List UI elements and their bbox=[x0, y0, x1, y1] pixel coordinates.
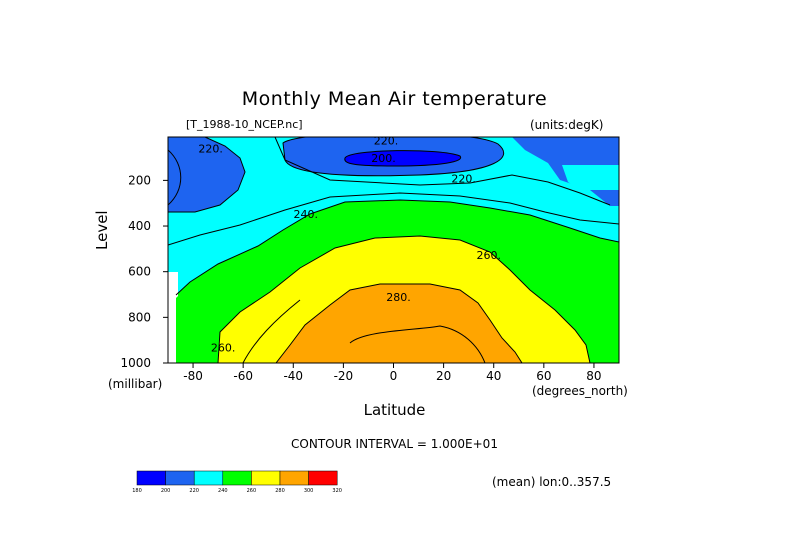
below-ground-mask bbox=[168, 272, 178, 363]
y-axis-ticks: 200 400 600 800 1000 bbox=[120, 173, 168, 370]
x-tick-label: 60 bbox=[536, 369, 551, 383]
colorbar-swatch bbox=[308, 470, 338, 486]
colorbar-swatch bbox=[165, 470, 195, 486]
colorbar-level-label: 300 bbox=[304, 488, 314, 494]
colorbar-level-label: 200 bbox=[161, 488, 171, 494]
colorbar-level-label: 260 bbox=[247, 488, 257, 494]
x-tick-label: 0 bbox=[390, 369, 398, 383]
x-axis-unit: (degrees_north) bbox=[532, 384, 628, 398]
colorbar-level-label: 220 bbox=[189, 488, 199, 494]
band-220-240-north-patch bbox=[562, 165, 619, 190]
y-tick-label: 1000 bbox=[120, 356, 151, 370]
contour-label: 240. bbox=[294, 208, 319, 221]
x-axis-ticks: -80 -60 -40 -20 0 20 40 60 80 bbox=[183, 363, 602, 383]
colorbar-level-label: 180 bbox=[132, 488, 142, 494]
contour-label: 220. bbox=[198, 143, 223, 156]
x-tick-label: -40 bbox=[283, 369, 303, 383]
band-180-200 bbox=[344, 150, 461, 166]
colorbar-level-label: 320 bbox=[332, 488, 342, 494]
colorbar-swatch bbox=[136, 470, 166, 486]
colorbar-swatch bbox=[279, 470, 309, 486]
x-tick-label: -60 bbox=[233, 369, 253, 383]
y-tick-label: 800 bbox=[128, 310, 151, 324]
contour-field bbox=[168, 137, 619, 363]
x-tick-label: 80 bbox=[586, 369, 601, 383]
contour-labels: 220. 220. 200. 220. 240. 260. 280. 260. bbox=[198, 135, 501, 355]
colorbar-swatch bbox=[193, 470, 224, 486]
contour-label: 220. bbox=[374, 135, 399, 148]
colorbar: 180 200 220 240 260 280 300 320 bbox=[132, 470, 342, 494]
y-tick-label: 600 bbox=[128, 265, 151, 279]
contour-label: 200. bbox=[371, 152, 396, 165]
band-200-220-north bbox=[275, 137, 619, 206]
contour-label: 260. bbox=[211, 341, 236, 354]
y-axis-unit: (millibar) bbox=[108, 377, 163, 391]
chart-title: Monthly Mean Air temperature bbox=[241, 88, 548, 110]
colorbar-level-label: 280 bbox=[275, 488, 285, 494]
colorbar-level-label: 240 bbox=[218, 488, 228, 494]
band-280-300 bbox=[276, 284, 522, 363]
x-tick-label: 20 bbox=[436, 369, 451, 383]
contour-interval-note: CONTOUR INTERVAL = 1.000E+01 bbox=[291, 437, 498, 451]
colorbar-swatch bbox=[251, 470, 281, 486]
mean-longitude-note: (mean) lon:0..357.5 bbox=[492, 475, 612, 489]
band-240-260-edge bbox=[183, 296, 190, 363]
y-tick-label: 400 bbox=[128, 219, 151, 233]
contour-label: 260. bbox=[476, 249, 501, 262]
contour-lines bbox=[168, 137, 619, 363]
x-axis-label: Latitude bbox=[363, 401, 426, 419]
source-file-label: [T_1988-10_NCEP.nc] bbox=[186, 118, 303, 131]
y-tick-label: 200 bbox=[128, 173, 151, 187]
x-tick-label: -80 bbox=[183, 369, 203, 383]
contour-label: 280. bbox=[386, 291, 411, 304]
contour-label: 220. bbox=[451, 172, 476, 185]
band-200-220-south bbox=[168, 137, 245, 212]
x-tick-label: 40 bbox=[486, 369, 501, 383]
units-label: (units:degK) bbox=[530, 118, 604, 132]
x-tick-label: -20 bbox=[334, 369, 354, 383]
colorbar-swatch bbox=[222, 470, 252, 486]
